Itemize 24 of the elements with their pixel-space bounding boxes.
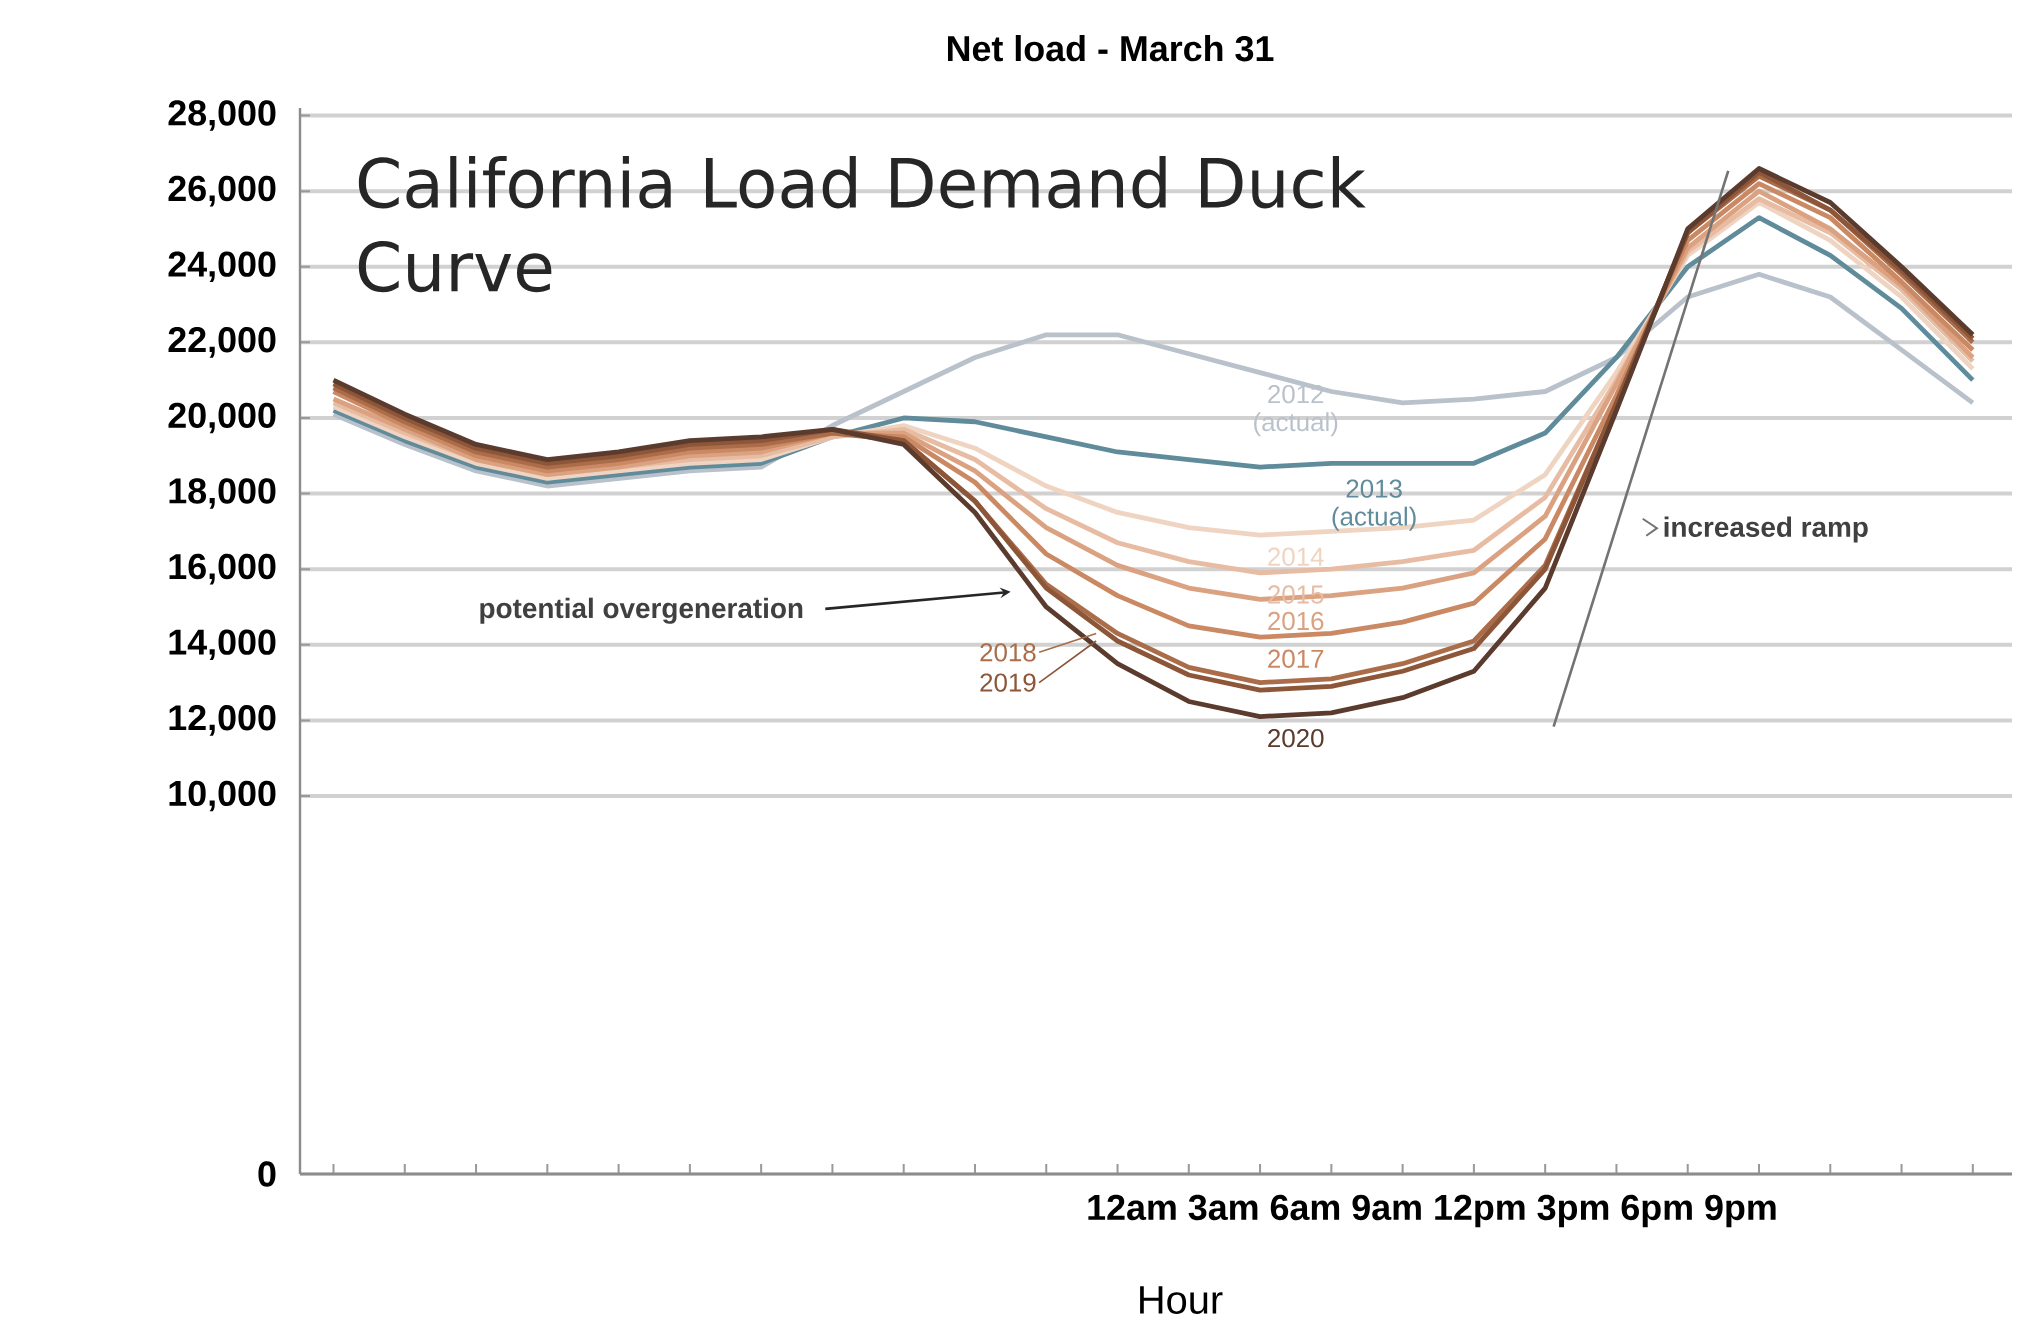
y-tick-label: 14,000 [169,629,276,661]
y-tick-label: 20,000 [168,402,276,434]
y-tick-label: 28,000 [168,100,276,131]
series-label: 2013 (actual) [1332,479,1416,531]
y-tick-label: 16,000 [169,553,276,585]
chart-title: Net load - March 31 [947,35,1274,62]
annotation: California Load Demand Duck Curve [358,156,1366,293]
y-tick-label: 26,000 [168,175,276,207]
y-tick-label: 24,000 [168,251,276,283]
y-tick-label: 0 [258,1161,276,1187]
series-label: 2016 [1268,611,1324,631]
series-label: 2020 [1268,728,1324,748]
annotation: increased ramp [1664,516,1868,543]
series-label: 2017 [1268,649,1324,668]
legend-label: 2018 [980,643,1036,662]
y-tick-label: 22,000 [168,327,276,358]
series-label: 2014 [1268,547,1324,566]
y-tick-label: 10,000 [169,780,276,812]
text: 12am 3am 6am 9am 12pm 3pm 6pm 9pm [1088,1194,1776,1228]
x-axis-title: Hour [1140,1286,1223,1314]
annotation: potential overgeneration [480,597,803,624]
y-tick-label: 18,000 [169,478,276,509]
y-tick-label: 12,000 [169,705,276,736]
text: 2019 [980,673,1036,692]
